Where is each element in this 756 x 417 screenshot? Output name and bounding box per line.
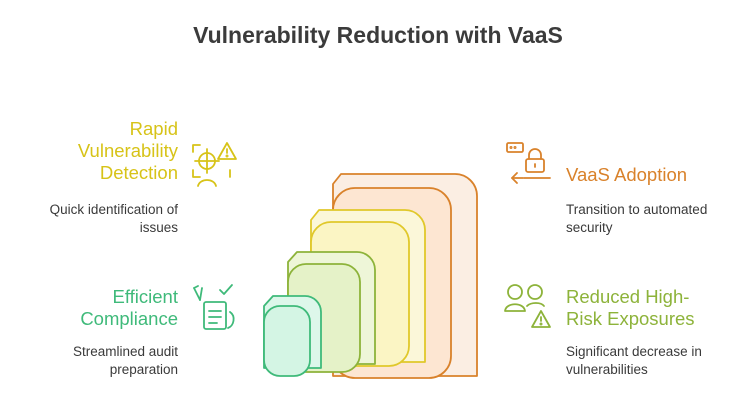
reduced-exposures-description: Significant decrease in vulnerabilities bbox=[566, 344, 702, 377]
target-warning-icon bbox=[192, 142, 237, 187]
vaas-adoption-description: Transition to automated security bbox=[566, 202, 708, 235]
page-title: Vulnerability Reduction with VaaS bbox=[193, 22, 563, 48]
layer-green bbox=[263, 295, 322, 377]
checklist-hand-icon bbox=[193, 284, 235, 330]
efficient-compliance-description: Streamlined audit preparation bbox=[72, 344, 178, 377]
efficient-compliance-heading: Efficient Compliance bbox=[80, 286, 178, 329]
rapid-detection-heading: Rapid Vulnerability Detection bbox=[77, 118, 178, 183]
reduced-exposures-heading: Reduced High-Risk Exposures bbox=[566, 286, 695, 329]
layered-squares-diagram bbox=[263, 173, 478, 379]
vaas-adoption-heading: VaaS Adoption bbox=[566, 164, 688, 185]
users-warning-icon bbox=[504, 284, 551, 328]
lock-arrow-icon bbox=[506, 142, 551, 184]
rapid-detection-description: Quick identification of issues bbox=[49, 202, 178, 235]
